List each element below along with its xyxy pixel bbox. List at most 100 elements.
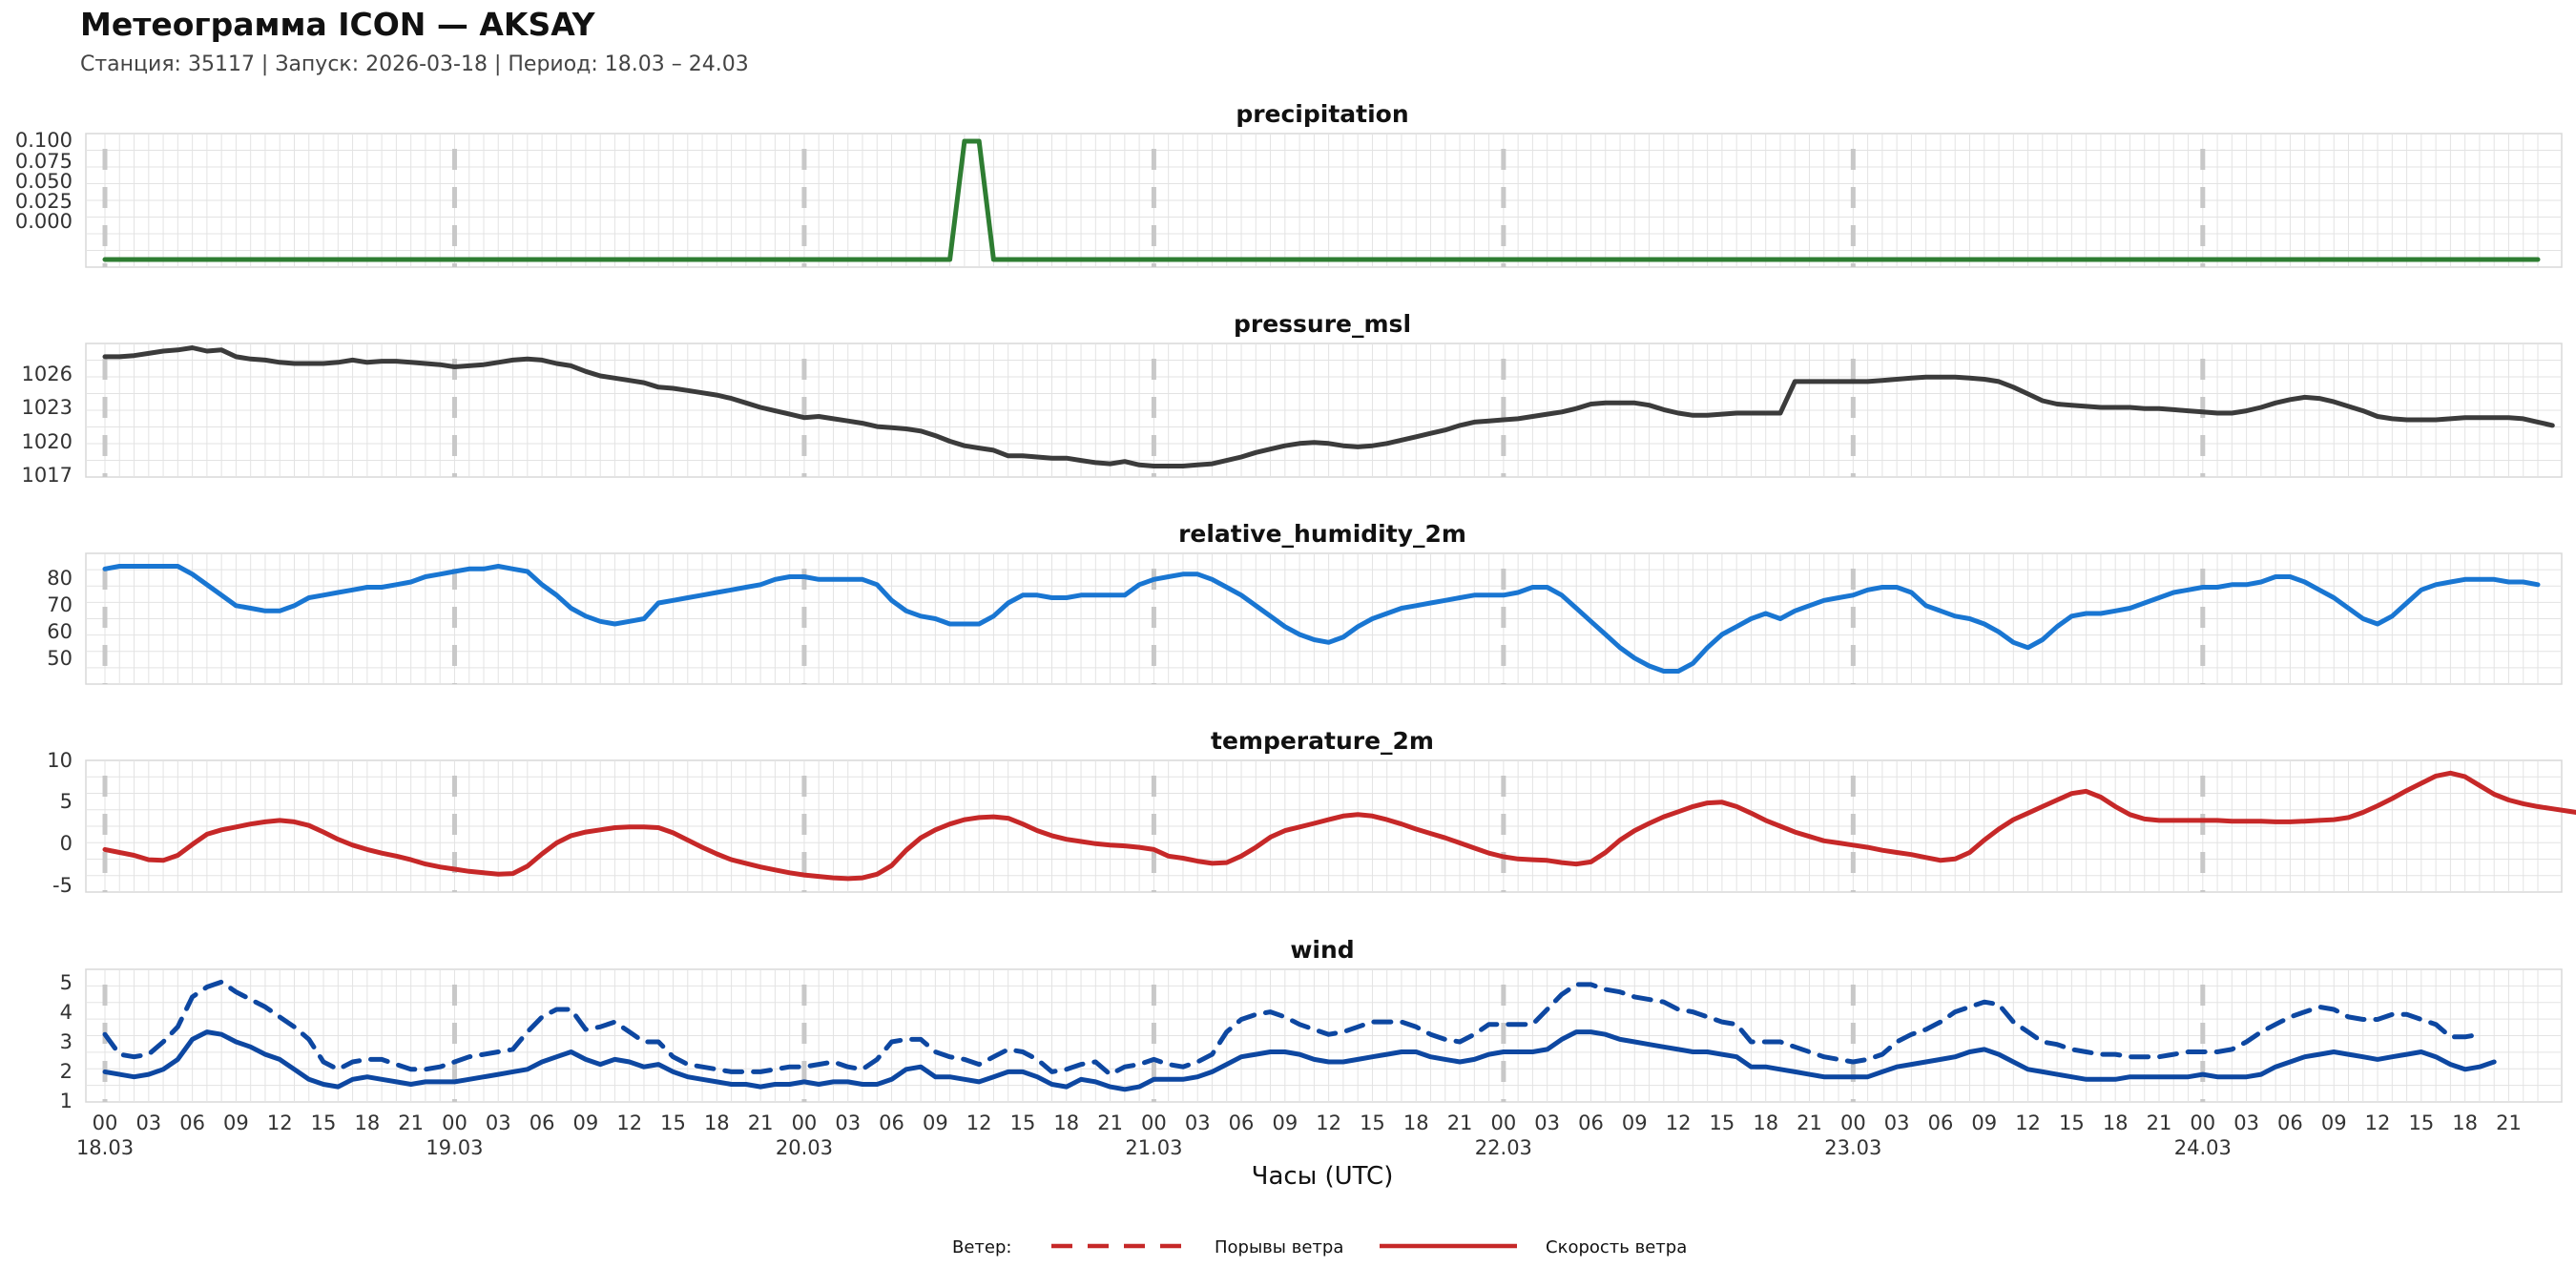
- x-tick-label: 00: [1491, 1111, 1517, 1134]
- x-tick-label: 06: [1928, 1111, 1954, 1134]
- x-tick-label: 18: [704, 1111, 730, 1134]
- legend-gust-label: Порывы ветра: [1215, 1237, 1343, 1257]
- x-day-label: 24.03: [2174, 1136, 2232, 1159]
- x-tick-label: 12: [2365, 1111, 2391, 1134]
- x-tick-label: 00: [1840, 1111, 1866, 1134]
- y-tick-label: 10: [47, 749, 73, 772]
- y-tick-label: 0: [60, 832, 73, 855]
- x-tick-label: 03: [1884, 1111, 1910, 1134]
- y-tick-label: 3: [60, 1030, 73, 1053]
- y-tick-label: 4: [60, 1001, 73, 1024]
- y-tick-label: 1: [60, 1090, 73, 1112]
- y-tick-label: 1017: [22, 464, 73, 487]
- x-tick-label: 15: [1010, 1111, 1036, 1134]
- chart-legend: Ветер: Порывы ветра Скорость ветра: [952, 1237, 1687, 1257]
- chart-panels: precipitation0.1000.0750.0500.0250.000pr…: [15, 100, 2576, 1112]
- x-tick-label: 03: [135, 1111, 161, 1134]
- y-tick-label: 0.000: [15, 210, 73, 233]
- x-tick-label: 00: [442, 1111, 467, 1134]
- x-tick-label: 06: [179, 1111, 205, 1134]
- x-day-label: 21.03: [1125, 1136, 1182, 1159]
- chart-header: Метеограмма ICON — AKSAY Станция: 35117 …: [80, 6, 749, 78]
- x-tick-label: 09: [1971, 1111, 1997, 1134]
- x-tick-label: 09: [1272, 1111, 1298, 1134]
- x-tick-label: 12: [267, 1111, 293, 1134]
- x-tick-label: 09: [2321, 1111, 2347, 1134]
- x-tick-label: 21: [1097, 1111, 1123, 1134]
- x-tick-label: 15: [660, 1111, 686, 1134]
- x-tick-label: 15: [2059, 1111, 2085, 1134]
- x-tick-label: 09: [923, 1111, 948, 1134]
- page-title: Метеограмма ICON — AKSAY: [80, 6, 595, 43]
- x-tick-label: 12: [966, 1111, 992, 1134]
- panel-title: temperature_2m: [1211, 727, 1434, 755]
- x-tick-label: 15: [1360, 1111, 1385, 1134]
- x-tick-label: 21: [1447, 1111, 1473, 1134]
- series-line-Порывы ветра: [102, 979, 2483, 1077]
- x-day-label: 23.03: [1824, 1136, 1881, 1159]
- x-day-label: 20.03: [776, 1136, 833, 1159]
- x-tick-label: 21: [2496, 1111, 2522, 1134]
- x-tick-label: 15: [2408, 1111, 2434, 1134]
- y-tick-label: -5: [52, 874, 73, 897]
- x-tick-label: 18: [2452, 1111, 2478, 1134]
- y-tick-label: 80: [47, 567, 73, 590]
- x-axis-label: Часы (UTC): [1252, 1162, 1394, 1191]
- series-line-Скорость ветра: [102, 1029, 2497, 1092]
- x-tick-label: 18: [1753, 1111, 1778, 1134]
- x-tick-label: 15: [1710, 1111, 1735, 1134]
- panel-wind: wind 5 4 3 2 1: [60, 936, 2563, 1112]
- x-tick-label: 21: [2147, 1111, 2172, 1134]
- y-tick-label: 0.100: [15, 129, 73, 152]
- panel-pressure_msl: pressure_msl 1026 1023 1020 1017: [22, 310, 2563, 487]
- y-tick-label: 5: [60, 971, 73, 994]
- x-tick-label: 18: [1403, 1111, 1429, 1134]
- y-tick-label: 1026: [22, 363, 73, 385]
- x-tick-label: 21: [748, 1111, 774, 1134]
- x-tick-label: 15: [311, 1111, 337, 1134]
- y-tick-label: 0.050: [15, 170, 73, 193]
- x-tick-label: 03: [2233, 1111, 2259, 1134]
- legend-title: Ветер:: [952, 1237, 1011, 1257]
- series-line-temperature_2m: [102, 770, 2576, 882]
- x-tick-label: 06: [1229, 1111, 1255, 1134]
- x-tick-label: 00: [2190, 1111, 2215, 1134]
- x-tick-label: 18: [354, 1111, 380, 1134]
- x-tick-label: 06: [879, 1111, 904, 1134]
- x-tick-label: 00: [93, 1111, 118, 1134]
- y-tick-label: 1020: [22, 430, 73, 453]
- x-tick-label: 03: [835, 1111, 861, 1134]
- y-tick-label: 2: [60, 1060, 73, 1083]
- x-tick-label: 06: [530, 1111, 555, 1134]
- panel-title: wind: [1290, 936, 1354, 964]
- x-tick-label: 09: [1622, 1111, 1648, 1134]
- x-tick-label: 00: [792, 1111, 818, 1134]
- series-line-precipitation: [102, 138, 2541, 262]
- legend-speed-label: Скорость ветра: [1546, 1237, 1687, 1257]
- x-tick-label: 03: [1534, 1111, 1560, 1134]
- x-tick-label: 21: [398, 1111, 424, 1134]
- x-tick-label: 06: [1578, 1111, 1604, 1134]
- y-tick-label: 50: [47, 647, 73, 670]
- x-tick-label: 12: [2015, 1111, 2041, 1134]
- x-tick-label: 09: [223, 1111, 249, 1134]
- page-subtitle: Станция: 35117 | Запуск: 2026-03-18 | Пе…: [80, 52, 749, 76]
- y-tick-label: 1023: [22, 396, 73, 419]
- panel-relative_humidity_2m: relative_humidity_2m 80 70 60 50: [47, 520, 2563, 685]
- x-tick-label: 03: [486, 1111, 511, 1134]
- x-tick-label: 00: [1141, 1111, 1167, 1134]
- x-day-label: 22.03: [1475, 1136, 1532, 1159]
- y-tick-label: 0.025: [15, 190, 73, 213]
- x-tick-label: 18: [2103, 1111, 2129, 1134]
- x-tick-label: 12: [1666, 1111, 1692, 1134]
- panel-temperature_2m: temperature_2m 10 5 0 -5: [47, 727, 2576, 897]
- panel-title: relative_humidity_2m: [1178, 520, 1466, 548]
- x-tick-label: 03: [1185, 1111, 1211, 1134]
- series-line-pressure_msl: [102, 345, 2555, 468]
- x-tick-label: 09: [573, 1111, 599, 1134]
- x-tick-label: 18: [1053, 1111, 1079, 1134]
- x-day-label: 19.03: [426, 1136, 483, 1159]
